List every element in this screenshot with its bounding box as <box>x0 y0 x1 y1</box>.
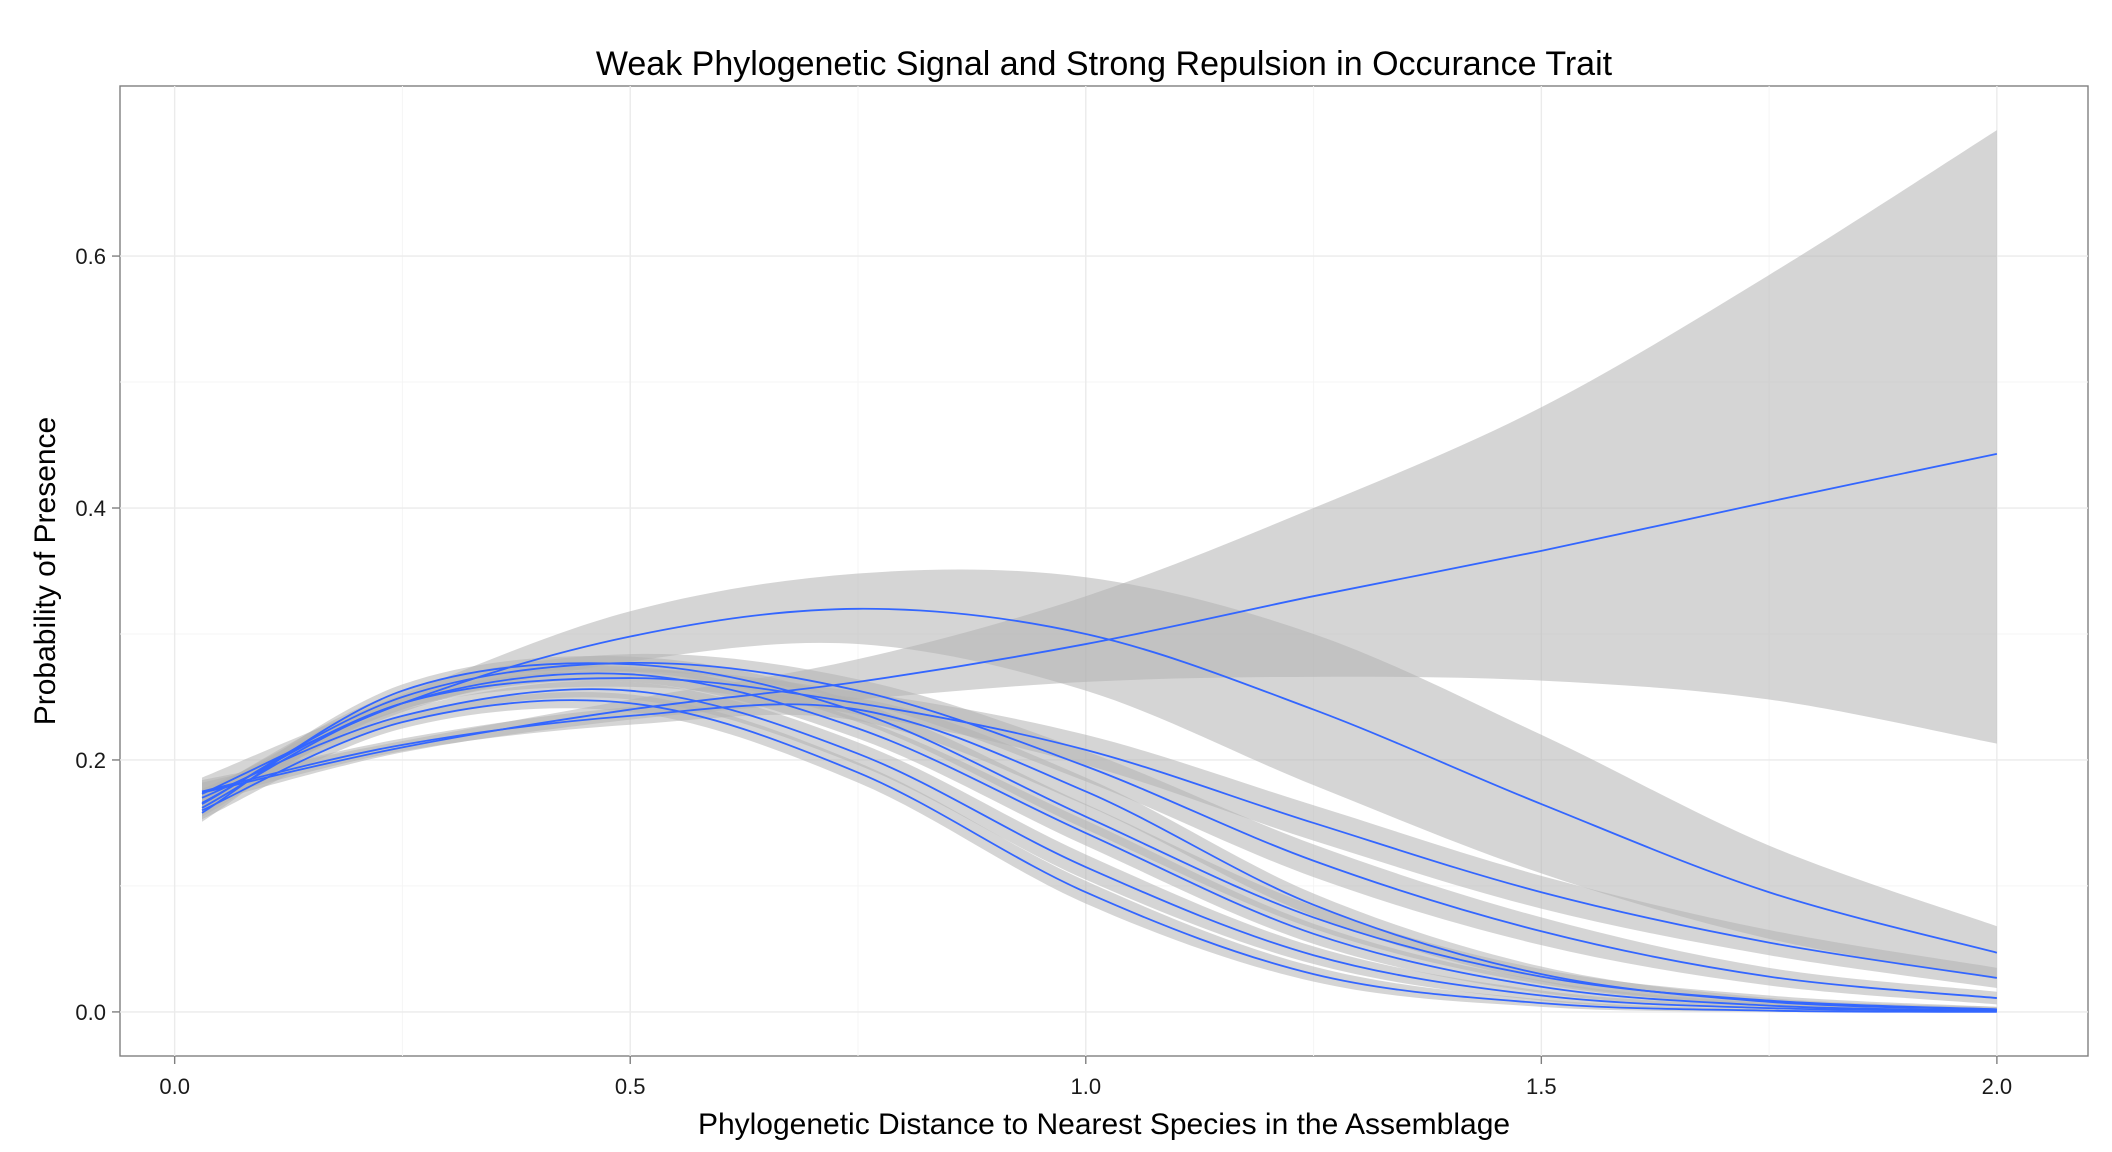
y-tick-label: 0.2 <box>75 748 106 773</box>
confidence-ribbon-1 <box>202 130 1997 805</box>
fit-line-9 <box>201 703 1997 1011</box>
y-tick-label: 0.6 <box>75 244 106 269</box>
chart-title: Weak Phylogenetic Signal and Strong Repu… <box>596 45 1613 83</box>
fit-line-2 <box>201 607 1998 954</box>
x-axis-title: Phylogenetic Distance to Nearest Species… <box>698 1108 1510 1141</box>
fit-line-3 <box>201 677 1998 979</box>
y-axis: 0.0 0.2 0.4 0.6 <box>75 244 120 1025</box>
y-axis-title: Probability of Presence <box>29 417 62 726</box>
y-tick-label: 0.0 <box>75 1000 106 1025</box>
fit-line-6 <box>201 672 1997 1012</box>
confidence-ribbon-3 <box>202 669 1997 988</box>
x-axis: 0.0 0.5 1.0 1.5 2.0 <box>159 1056 2012 1099</box>
x-tick-label: 0.0 <box>159 1074 190 1099</box>
confidence-ribbon-2 <box>202 569 1997 980</box>
confidence-ribbon-8 <box>202 691 1997 1013</box>
x-tick-label: 1.0 <box>1070 1074 1101 1099</box>
x-tick-label: 2.0 <box>1982 1074 2013 1099</box>
fit-line-8 <box>201 699 1997 1013</box>
x-tick-label: 1.5 <box>1526 1074 1557 1099</box>
fit-lines <box>201 452 1998 1013</box>
fit-line-4 <box>201 662 1997 999</box>
x-tick-label: 0.5 <box>615 1074 646 1099</box>
fit-line-7 <box>201 688 1997 1012</box>
y-tick-label: 0.4 <box>75 496 106 521</box>
